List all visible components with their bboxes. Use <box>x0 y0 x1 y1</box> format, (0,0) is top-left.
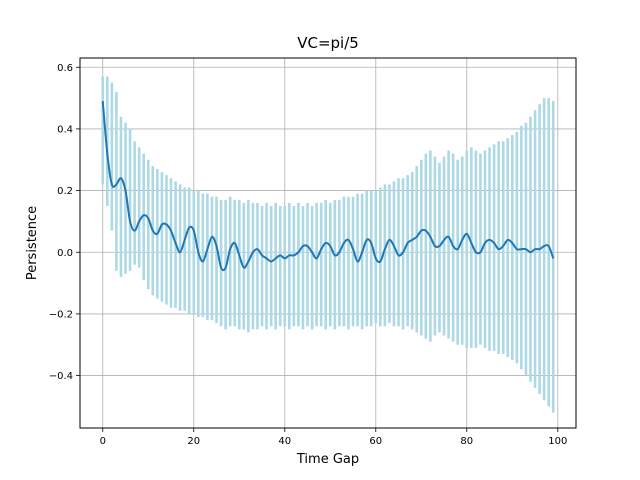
y-tick-label: −0.2 <box>49 309 73 320</box>
x-axis-ticks: 0 20 40 60 80 100 <box>100 428 567 447</box>
y-tick-label: 0.6 <box>57 63 73 74</box>
y-tick-label: −0.4 <box>49 371 73 382</box>
chart-title: VC=pi/5 <box>297 34 359 52</box>
y-axis-ticks: −0.4 −0.2 0.0 0.2 0.4 0.6 <box>49 63 80 382</box>
y-tick-label: 0.2 <box>57 186 73 197</box>
x-tick-label: 80 <box>460 436 473 447</box>
y-axis-label: Persistence <box>25 206 40 280</box>
x-tick-label: 60 <box>369 436 382 447</box>
y-tick-label: 0.0 <box>57 248 73 259</box>
x-tick-label: 40 <box>278 436 291 447</box>
y-tick-label: 0.4 <box>57 124 73 135</box>
plot-frame <box>79 57 577 429</box>
persistence-line <box>101 101 555 272</box>
x-tick-label: 0 <box>100 436 106 447</box>
x-tick-label: 20 <box>187 436 200 447</box>
x-tick-label: 100 <box>548 436 567 447</box>
error-bars <box>101 76 555 413</box>
x-axis-label: Time Gap <box>296 452 359 467</box>
